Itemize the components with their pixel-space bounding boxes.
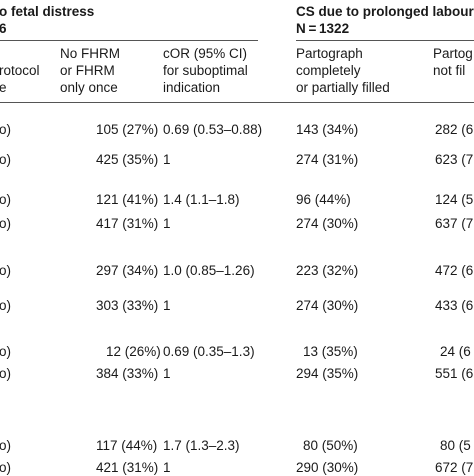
col-header-cor-line3: indication — [163, 80, 221, 95]
table-cell: o) — [0, 216, 12, 231]
table-cell: o) — [0, 344, 12, 359]
col-header-partograph-notfilled-line2: not fil — [433, 63, 466, 78]
table-cell: 1 — [163, 152, 171, 167]
table-cell: 282 (6 — [435, 122, 474, 137]
table-cell: 417 (31%) — [96, 216, 159, 231]
table-cell: 1.4 (1.1–1.8) — [163, 192, 240, 207]
group-subtitle-prolonged-labour: N = 1322 — [296, 21, 350, 36]
table-cell: 623 (7 — [435, 152, 474, 167]
table-cell: 1 — [163, 366, 171, 381]
col-header-partograph-notfilled-line1: Partog — [433, 46, 473, 61]
col-header-partograph-line2: completely — [296, 63, 361, 78]
col-header-cor-line2: for suboptimal — [163, 63, 248, 78]
table-cell: 117 (44%) — [96, 438, 158, 453]
group-title-fetal-distress: o fetal distress — [0, 4, 95, 19]
table-cell: 0.69 (0.35–1.3) — [163, 344, 255, 359]
table-cell: 1.0 (0.85–1.26) — [163, 263, 255, 278]
table-cell: 24 (6 — [440, 344, 471, 359]
table-cell: 124 (5 — [435, 192, 474, 207]
table-cell: 551 (6 — [435, 366, 474, 381]
table-cell: o) — [0, 298, 12, 313]
table-cell: 274 (31%) — [296, 152, 359, 167]
table-cell: 425 (35%) — [96, 152, 159, 167]
col-header-nofhrm-line3: only once — [60, 80, 118, 95]
col-header-partograph-line3: or partially filled — [296, 80, 390, 95]
table-cell: 433 (6 — [435, 298, 474, 313]
table-cell: 143 (34%) — [296, 122, 359, 137]
table-cell: 294 (35%) — [296, 366, 359, 381]
table-cell: 290 (30%) — [296, 460, 359, 475]
table-cell: 96 (44%) — [296, 192, 351, 207]
table-cell: 274 (30%) — [296, 216, 359, 231]
table-cell: 421 (31%) — [96, 460, 159, 475]
column-header-rule — [0, 102, 474, 103]
table-cell: 223 (32%) — [296, 263, 359, 278]
col-header-partograph-line1: Partograph — [296, 46, 363, 61]
col-header-cor-line1: cOR (95% CI) — [163, 46, 248, 61]
table-cell: 105 (27%) — [96, 122, 159, 137]
table-cell: 274 (30%) — [296, 298, 359, 313]
header-rule-left — [0, 40, 258, 41]
table-cell: 1 — [163, 298, 171, 313]
table-cell: 672 (7 — [435, 460, 474, 475]
col-header-protocol-line2: e — [0, 80, 7, 95]
table-cell: o) — [0, 460, 12, 475]
table-cell: 80 (50%) — [303, 438, 358, 453]
table-cell: 303 (33%) — [96, 298, 159, 313]
group-title-prolonged-labour: CS due to prolonged labour — [296, 4, 474, 19]
table-cell: 12 (26%) — [106, 344, 161, 359]
table-cell: o) — [0, 192, 12, 207]
table-cell: 0.69 (0.53–0.88) — [163, 122, 263, 137]
table-cell: 13 (35%) — [303, 344, 358, 359]
table-cell: 472 (6 — [435, 263, 474, 278]
table-cell: 1 — [163, 216, 171, 231]
col-header-protocol-line1: rotocol — [0, 63, 40, 78]
table-cell: o) — [0, 438, 12, 453]
table-cell: 384 (33%) — [96, 366, 159, 381]
table-cell: 1 — [163, 460, 171, 475]
table-cell: 121 (41%) — [96, 192, 159, 207]
table-cell: 80 (5 — [440, 438, 471, 453]
table-cell: 1.7 (1.3–2.3) — [163, 438, 240, 453]
table-cell: o) — [0, 366, 12, 381]
table-cell: o) — [0, 122, 12, 137]
table-cell: 637 (7 — [435, 216, 474, 231]
table-cell: o) — [0, 263, 12, 278]
col-header-nofhrm-line2: or FHRM — [60, 63, 115, 78]
col-header-nofhrm-line1: No FHRM — [60, 46, 120, 61]
table-cell: 297 (34%) — [96, 263, 159, 278]
group-subtitle-fetal-distress: 6 — [0, 21, 7, 36]
header-rule-right — [296, 40, 474, 41]
table-cell: o) — [0, 152, 12, 167]
